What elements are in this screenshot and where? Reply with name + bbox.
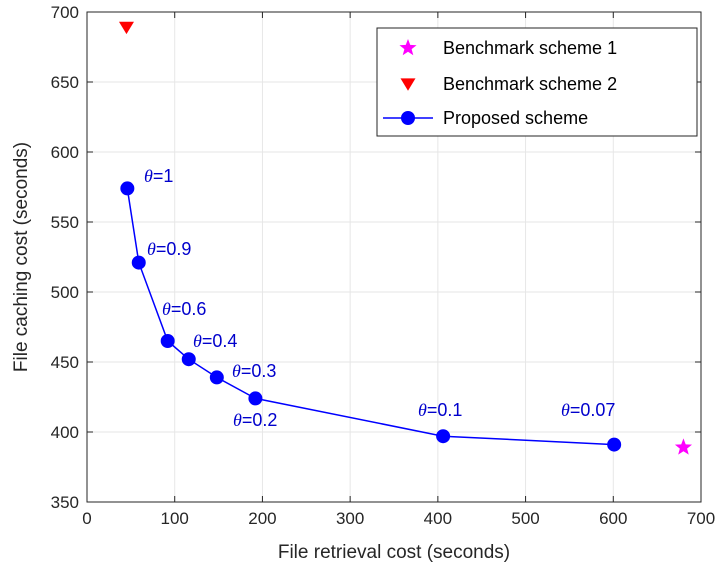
data-point [248, 391, 263, 406]
y-tick-label: 650 [51, 73, 79, 92]
point-annotation: θ=1 [144, 166, 173, 186]
x-tick-label: 300 [336, 509, 364, 528]
x-tick-label: 700 [687, 509, 715, 528]
point-annotation: θ=0.07 [561, 400, 615, 420]
point-annotation: θ=0.1 [418, 400, 462, 420]
y-tick-label: 350 [51, 493, 79, 512]
x-tick-label: 200 [248, 509, 276, 528]
x-tick-label: 100 [161, 509, 189, 528]
data-point [160, 334, 175, 348]
data-point [674, 438, 693, 455]
legend-marker [399, 39, 417, 56]
data-point [131, 255, 146, 270]
data-point [607, 437, 622, 452]
proposed-scheme-line [126, 188, 615, 446]
point-annotation: θ=0.4 [193, 331, 237, 351]
point-annotation: θ=0.2 [233, 410, 277, 430]
plot-border [86, 11, 702, 503]
x-tick-label: 400 [424, 509, 452, 528]
x-axis-label: File retrieval cost (seconds) [278, 542, 510, 563]
legend-label: Benchmark scheme 1 [443, 38, 617, 58]
y-tick-label: 700 [51, 3, 79, 22]
y-axis-label: File caching cost (seconds) [11, 142, 32, 372]
x-tick-label: 600 [599, 509, 627, 528]
x-tick-label: 500 [511, 509, 539, 528]
point-annotation: θ=0.3 [232, 361, 276, 381]
data-point [209, 370, 224, 385]
y-tick-label: 500 [51, 283, 79, 302]
data-point [181, 352, 196, 367]
legend-marker [400, 78, 416, 91]
y-tick-label: 550 [51, 213, 79, 232]
point-annotation: θ=0.6 [162, 299, 206, 319]
data-point [118, 21, 134, 35]
legend-label: Benchmark scheme 2 [443, 74, 617, 94]
data-point [120, 181, 135, 196]
y-tick-label: 450 [51, 353, 79, 372]
series-layer [118, 21, 693, 455]
data-point [436, 429, 451, 444]
y-tick-label: 600 [51, 143, 79, 162]
legend-label: Proposed scheme [443, 108, 588, 128]
y-tick-label: 400 [51, 423, 79, 442]
axis-ticks: 0 100 200 300 400 500 600 700 350 400 450 500 550 600… [51, 3, 716, 528]
x-tick-label: 0 [82, 509, 91, 528]
annotations: θ=1 θ=0.9 θ=0.6 θ=0.4 θ=0.3 θ=0.2 θ=0.1 θ=0.07 [144, 166, 615, 430]
legend-marker [401, 111, 415, 125]
point-annotation: θ=0.9 [147, 239, 191, 259]
legend: Benchmark scheme 1 Benchmark scheme 2 Prop… [376, 27, 698, 137]
